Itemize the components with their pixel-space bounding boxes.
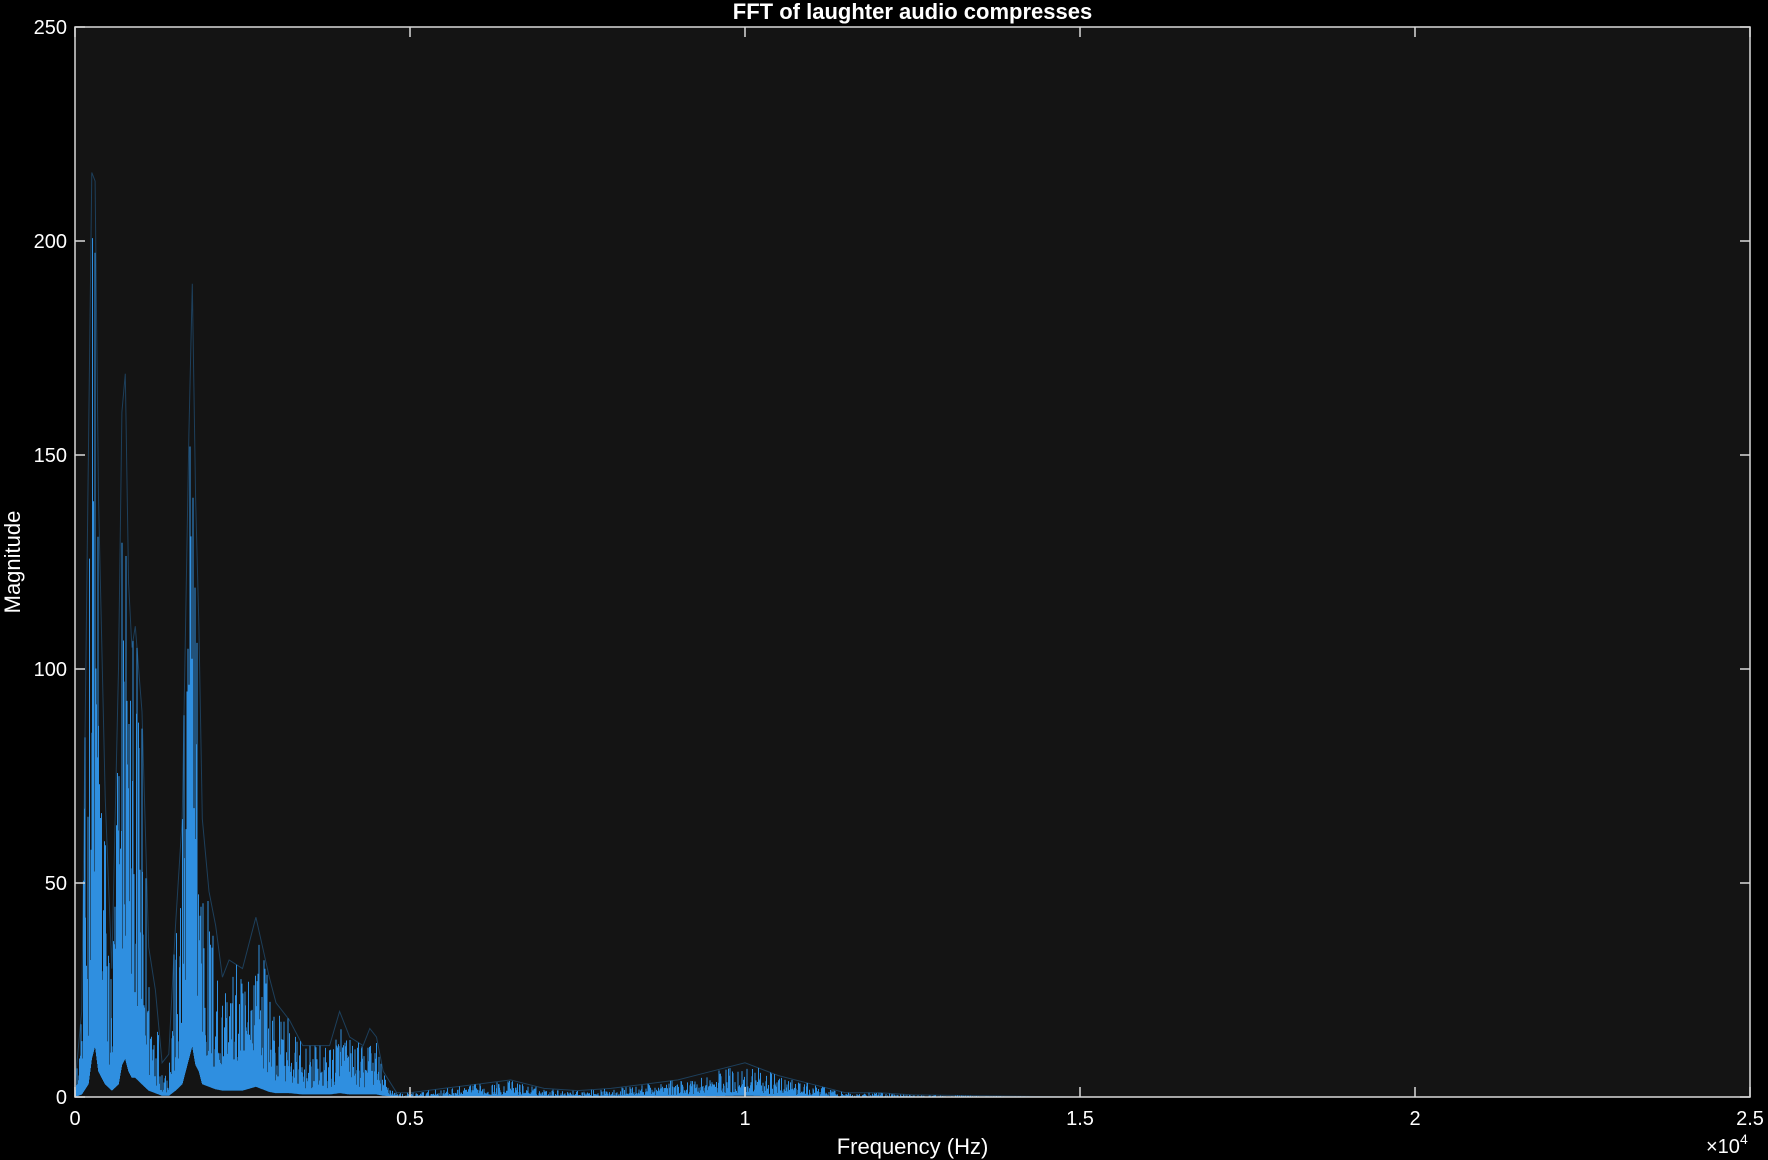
axes-box	[74, 26, 1751, 1098]
chart-title: FFT of laughter audio compresses	[733, 0, 1092, 24]
y-tick-label: 50	[45, 873, 67, 895]
y-axis-label: Magnitude	[0, 511, 25, 614]
y-tick-label: 150	[34, 445, 67, 467]
y-tick-label: 100	[34, 659, 67, 681]
x-exponent-power: 4	[1740, 1131, 1748, 1147]
x-tick-label: 0	[69, 1108, 80, 1130]
x-tick-label: 1	[739, 1108, 750, 1130]
x-tick-label: 1.5	[1066, 1108, 1094, 1130]
tick-labels: 0 0.5 1 1.5 2 2.5 0 50 100 150 200 250	[34, 17, 1764, 1130]
y-tick-label: 250	[34, 17, 67, 39]
y-tick-label: 200	[34, 231, 67, 253]
x-axis-label: Frequency (Hz)	[837, 1134, 989, 1159]
x-tick-label: 2	[1409, 1108, 1420, 1130]
x-axis-exponent: ×104	[1706, 1131, 1748, 1158]
x-tick-label: 0.5	[396, 1108, 424, 1130]
plot-area	[75, 27, 1750, 1097]
tick-marks	[74, 26, 1751, 1098]
spectrum-peak-envelope	[74, 172, 1750, 1098]
x-exponent-base: ×10	[1706, 1136, 1740, 1158]
y-tick-label: 0	[56, 1087, 67, 1109]
x-tick-label: 2.5	[1736, 1108, 1764, 1130]
